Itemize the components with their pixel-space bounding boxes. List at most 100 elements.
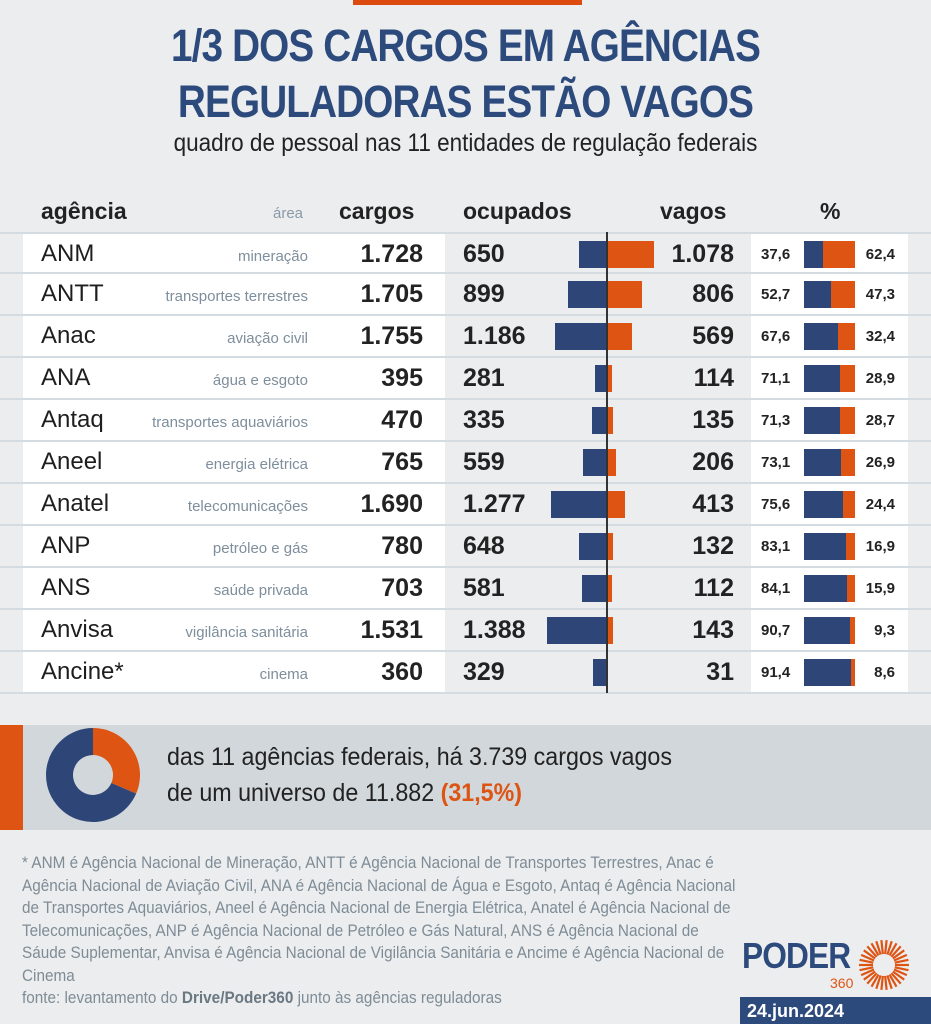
sunburst-ray bbox=[859, 958, 874, 964]
pct-vagos-segment bbox=[842, 491, 855, 518]
ocupados-bar bbox=[582, 449, 607, 476]
row-bg-left bbox=[23, 316, 445, 356]
sunburst-ray bbox=[888, 942, 898, 957]
vagos-value: 1.078 bbox=[671, 240, 734, 268]
sunburst-ray bbox=[894, 966, 909, 972]
chart-title-line2: REGULADORAS ESTÃO VAGOS bbox=[177, 76, 754, 127]
ocupados-value: 648 bbox=[463, 532, 505, 560]
sunburst-ray bbox=[875, 975, 882, 990]
agency-name: Aneel bbox=[41, 448, 103, 475]
ocupados-bar bbox=[555, 323, 607, 350]
vagos-bar bbox=[607, 617, 614, 644]
agency-name: Anac bbox=[41, 322, 96, 349]
pct-vagos-value: 15,9 bbox=[865, 580, 895, 597]
row-bg-left bbox=[23, 652, 445, 692]
pct-vagos-value: 24,4 bbox=[865, 496, 895, 513]
row-bg-left bbox=[23, 442, 445, 482]
agency-area: petróleo e gás bbox=[212, 540, 308, 557]
summary-donut-chart bbox=[45, 728, 140, 822]
sunburst-ray bbox=[870, 942, 880, 957]
chart-subtitle: quadro de pessoal nas 11 entidades de re… bbox=[173, 129, 758, 157]
summary-text-universe: de um universo de 11.882 bbox=[167, 779, 441, 807]
sunburst-ray bbox=[893, 953, 908, 962]
pct-ocupados-segment bbox=[804, 407, 841, 434]
sunburst-icon bbox=[859, 940, 909, 990]
cargos-value: 1.728 bbox=[360, 240, 423, 268]
vagos-bar bbox=[607, 407, 613, 434]
summary-text-line2: de um universo de 11.882 (31,5%) bbox=[167, 779, 522, 808]
pct-ocupados-value: 91,4 bbox=[761, 664, 791, 681]
sunburst-ray bbox=[860, 968, 875, 977]
row-bg-left bbox=[23, 484, 445, 524]
ocupados-bar bbox=[592, 407, 607, 434]
agency-name: Ancine* bbox=[41, 658, 124, 685]
pct-stacked-bar bbox=[804, 533, 855, 560]
pct-vagos-segment bbox=[846, 533, 855, 560]
pct-stacked-bar bbox=[804, 659, 855, 686]
pct-ocupados-value: 73,1 bbox=[761, 454, 791, 471]
sunburst-ray bbox=[884, 940, 888, 955]
pct-stacked-bar bbox=[804, 407, 855, 434]
pct-stacked-bar bbox=[804, 365, 855, 392]
pct-vagos-value: 28,7 bbox=[865, 412, 895, 429]
pct-ocupados-value: 75,6 bbox=[761, 496, 791, 513]
pct-stacked-bar bbox=[804, 449, 855, 476]
footnotes: * ANM é Agência Nacional de Mineração, A… bbox=[22, 852, 742, 1010]
pct-vagos-segment bbox=[850, 659, 855, 686]
vagos-value: 132 bbox=[692, 532, 734, 560]
pct-stacked-bar bbox=[804, 323, 855, 350]
ocupados-bar bbox=[594, 365, 607, 392]
header-ocupados: ocupados bbox=[463, 198, 572, 224]
table-row: Anatel telecomunicações 1.690 1.277 413 … bbox=[0, 484, 931, 526]
cargos-value: 703 bbox=[381, 574, 423, 602]
source-name: Drive/Poder360 bbox=[181, 988, 294, 1007]
agency-table: ANM mineração 1.728 650 1.078 37,6 62,4 … bbox=[0, 232, 931, 694]
cargos-value: 1.690 bbox=[360, 490, 423, 518]
table-row: Aneel energia elétrica 765 559 206 73,1 … bbox=[0, 442, 931, 484]
row-bg-left bbox=[23, 526, 445, 566]
pct-ocupados-segment bbox=[804, 617, 851, 644]
logo-subtext: 360 bbox=[830, 975, 854, 991]
sunburst-ray bbox=[886, 940, 893, 955]
table-row: Ancine* cinema 360 329 31 91,4 8,6 bbox=[0, 652, 931, 694]
source-prefix: fonte: levantamento do bbox=[22, 988, 182, 1007]
pct-ocupados-segment bbox=[804, 281, 831, 308]
sunburst-ray bbox=[894, 958, 909, 964]
vagos-bar bbox=[607, 281, 643, 308]
agency-name: Anvisa bbox=[41, 616, 114, 643]
header-percent: % bbox=[820, 198, 841, 224]
pct-ocupados-segment bbox=[804, 659, 851, 686]
agency-name: ANS bbox=[41, 574, 91, 601]
ocupados-bar bbox=[578, 241, 607, 268]
agency-area: transportes terrestres bbox=[165, 288, 308, 305]
sunburst-ray bbox=[875, 940, 882, 955]
pct-vagos-segment bbox=[841, 449, 855, 476]
pct-vagos-segment bbox=[840, 407, 855, 434]
table-row: Anac aviação civil 1.755 1.186 569 67,6 … bbox=[0, 316, 931, 358]
agency-area: aviação civil bbox=[227, 330, 308, 347]
donut-slice-ocupados bbox=[45, 728, 137, 822]
cargos-value: 780 bbox=[381, 532, 423, 560]
agency-area: mineração bbox=[237, 248, 308, 265]
agency-area: água e esgoto bbox=[212, 372, 308, 389]
vagos-value: 114 bbox=[693, 364, 734, 392]
footnote-source: fonte: levantamento do Drive/Poder360 ju… bbox=[22, 987, 742, 1010]
sunburst-ray bbox=[859, 966, 874, 972]
pct-vagos-value: 26,9 bbox=[865, 454, 895, 471]
ocupados-value: 581 bbox=[463, 574, 505, 602]
row-bg-left bbox=[23, 234, 445, 272]
summary-accent-bar bbox=[0, 725, 23, 830]
ocupados-value: 281 bbox=[463, 364, 505, 392]
row-bg-left bbox=[23, 610, 445, 650]
sunburst-ray bbox=[870, 973, 880, 988]
logo-text: PODER bbox=[742, 935, 851, 976]
agency-name: ANTT bbox=[41, 280, 104, 307]
pct-stacked-bar bbox=[804, 491, 855, 518]
ocupados-bar bbox=[581, 575, 607, 602]
pct-ocupados-segment bbox=[804, 365, 841, 392]
sunburst-ray bbox=[892, 970, 905, 981]
pct-vagos-value: 47,3 bbox=[865, 286, 895, 303]
header-cargos: cargos bbox=[339, 198, 415, 224]
ocupados-bar bbox=[592, 659, 607, 686]
sunburst-ray bbox=[880, 940, 884, 955]
